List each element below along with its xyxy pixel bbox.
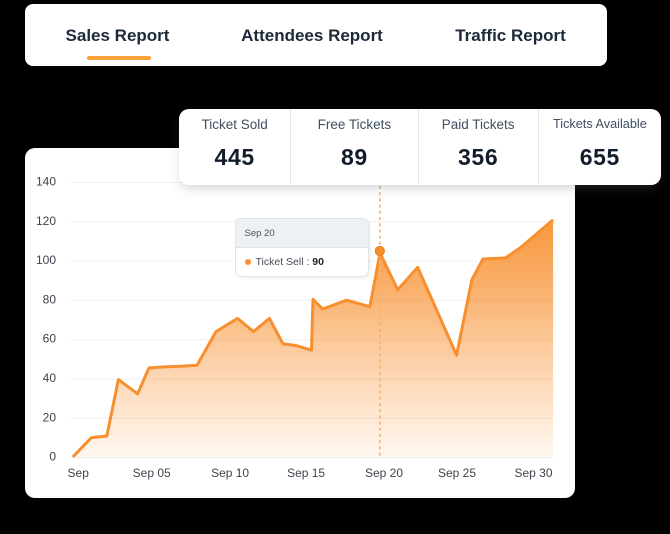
svg-text:0: 0 xyxy=(49,450,56,464)
svg-text:Sep 30: Sep 30 xyxy=(514,466,552,480)
svg-text:100: 100 xyxy=(36,253,56,267)
svg-text:Sep: Sep xyxy=(68,466,90,480)
svg-text:60: 60 xyxy=(43,332,57,346)
svg-text:120: 120 xyxy=(36,214,56,228)
svg-text:20: 20 xyxy=(43,410,57,424)
svg-text:140: 140 xyxy=(36,175,56,189)
svg-text:40: 40 xyxy=(43,371,57,385)
svg-text:Sep 15: Sep 15 xyxy=(287,466,325,480)
svg-text:Sep 20: Sep 20 xyxy=(365,466,403,480)
svg-text:80: 80 xyxy=(43,292,57,306)
svg-text:Sep 10: Sep 10 xyxy=(211,466,249,480)
svg-text:Sep 05: Sep 05 xyxy=(133,466,171,480)
svg-text:Sep 25: Sep 25 xyxy=(438,466,476,480)
